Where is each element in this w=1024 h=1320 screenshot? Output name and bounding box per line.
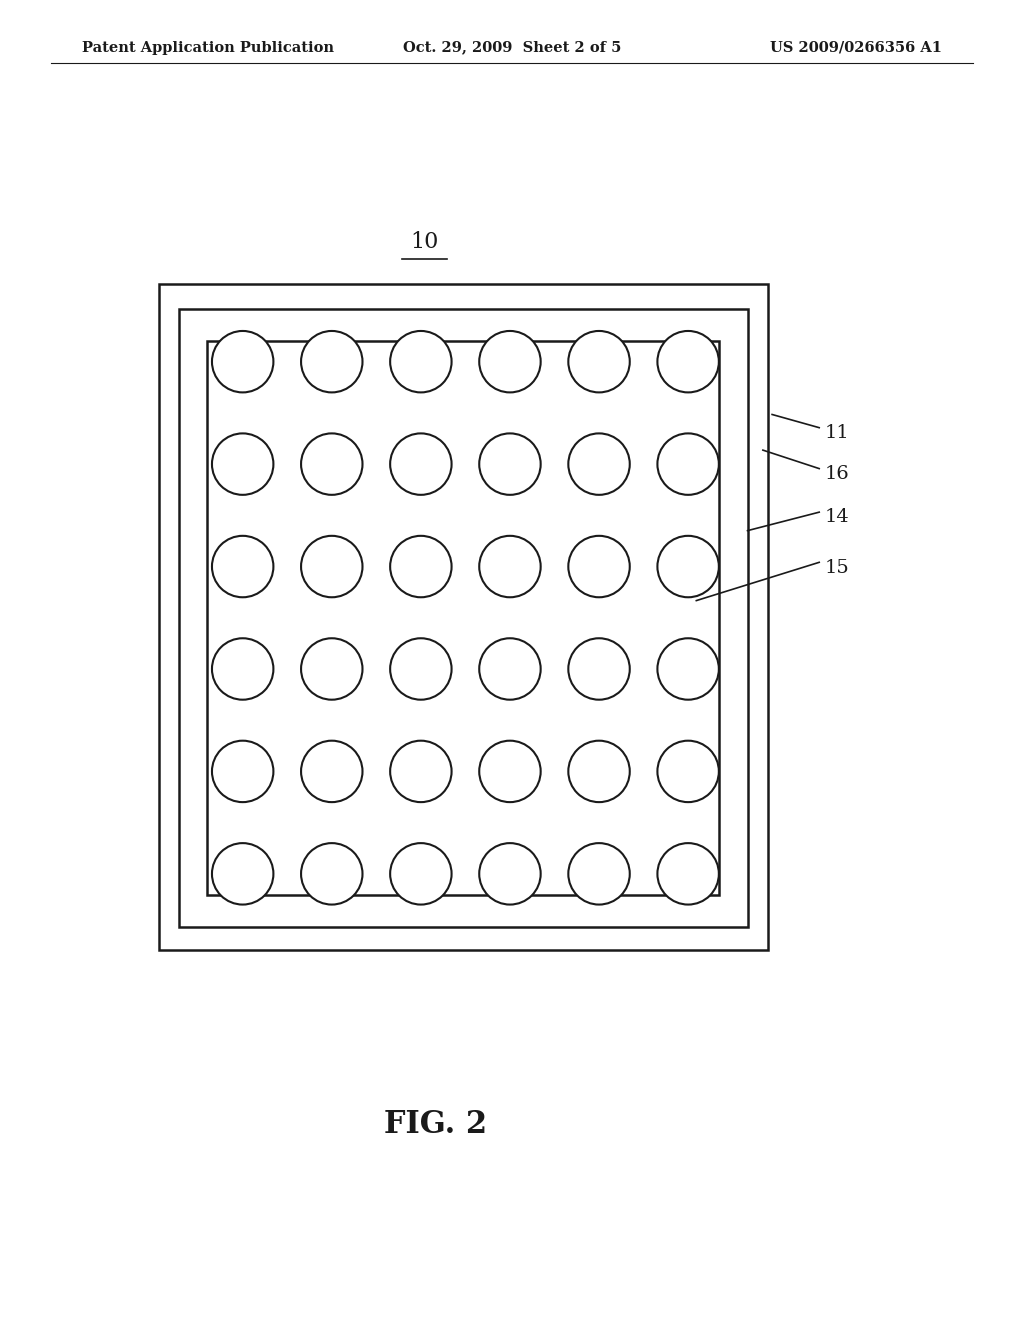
Bar xyxy=(207,341,719,895)
Ellipse shape xyxy=(301,639,362,700)
Ellipse shape xyxy=(390,741,452,803)
Ellipse shape xyxy=(390,843,452,904)
Text: 14: 14 xyxy=(824,508,849,527)
Ellipse shape xyxy=(568,843,630,904)
Ellipse shape xyxy=(301,331,362,392)
Ellipse shape xyxy=(212,639,273,700)
Text: US 2009/0266356 A1: US 2009/0266356 A1 xyxy=(770,41,942,54)
Ellipse shape xyxy=(479,639,541,700)
Ellipse shape xyxy=(568,536,630,597)
Ellipse shape xyxy=(657,433,719,495)
Ellipse shape xyxy=(390,536,452,597)
Ellipse shape xyxy=(479,843,541,904)
Text: 15: 15 xyxy=(824,558,849,577)
Text: 11: 11 xyxy=(824,424,849,442)
Ellipse shape xyxy=(212,741,273,803)
Bar xyxy=(179,309,748,927)
Ellipse shape xyxy=(568,741,630,803)
Text: Oct. 29, 2009  Sheet 2 of 5: Oct. 29, 2009 Sheet 2 of 5 xyxy=(402,41,622,54)
Ellipse shape xyxy=(212,433,273,495)
Ellipse shape xyxy=(479,741,541,803)
Ellipse shape xyxy=(212,843,273,904)
Ellipse shape xyxy=(390,331,452,392)
Ellipse shape xyxy=(568,331,630,392)
Ellipse shape xyxy=(301,536,362,597)
Ellipse shape xyxy=(657,741,719,803)
Ellipse shape xyxy=(301,741,362,803)
Ellipse shape xyxy=(568,639,630,700)
Ellipse shape xyxy=(479,433,541,495)
Ellipse shape xyxy=(568,433,630,495)
Ellipse shape xyxy=(657,843,719,904)
Bar xyxy=(159,284,768,950)
Ellipse shape xyxy=(212,331,273,392)
Ellipse shape xyxy=(657,331,719,392)
Ellipse shape xyxy=(212,536,273,597)
Text: 10: 10 xyxy=(411,231,439,252)
Ellipse shape xyxy=(657,536,719,597)
Ellipse shape xyxy=(479,331,541,392)
Text: FIG. 2: FIG. 2 xyxy=(384,1109,486,1140)
Ellipse shape xyxy=(479,536,541,597)
Text: 16: 16 xyxy=(824,465,849,483)
Ellipse shape xyxy=(301,843,362,904)
Ellipse shape xyxy=(390,639,452,700)
Ellipse shape xyxy=(657,639,719,700)
Text: Patent Application Publication: Patent Application Publication xyxy=(82,41,334,54)
Ellipse shape xyxy=(390,433,452,495)
Ellipse shape xyxy=(301,433,362,495)
